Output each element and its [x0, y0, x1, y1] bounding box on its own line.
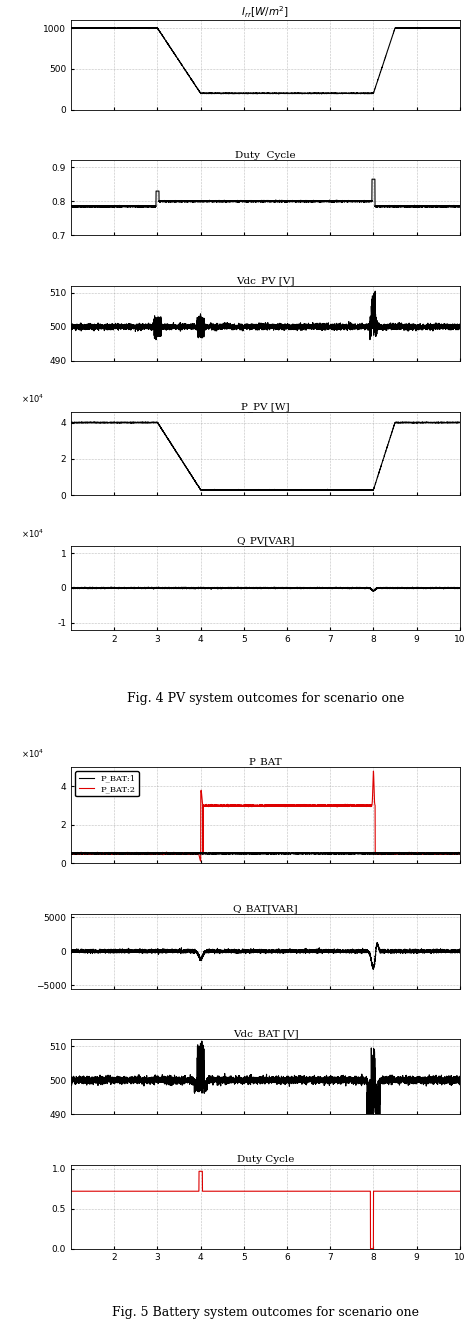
Title: Duty  Cycle: Duty Cycle	[235, 151, 296, 160]
P_BAT:1	[298, 845, 304, 861]
Title: Vdc_PV [V]: Vdc_PV [V]	[236, 276, 295, 287]
P_BAT:2	[198, 853, 203, 869]
Title: Vdc_BAT [V]: Vdc_BAT [V]	[233, 1029, 298, 1040]
P_BAT:2	[377, 845, 383, 861]
Title: Q_PV[VAR]: Q_PV[VAR]	[236, 536, 295, 547]
P_BAT:2	[315, 797, 321, 813]
Text: Fig. 5 Battery system outcomes for scenario one: Fig. 5 Battery system outcomes for scena…	[112, 1306, 419, 1320]
P_BAT:2	[371, 764, 376, 780]
P_BAT:2	[68, 846, 74, 862]
Line: P_BAT:2: P_BAT:2	[71, 772, 460, 861]
P_BAT:2	[356, 798, 362, 814]
P_BAT:2	[457, 845, 463, 861]
P_BAT:1	[88, 845, 93, 861]
P_BAT:2	[298, 797, 304, 813]
P_BAT:1	[356, 845, 362, 861]
P_BAT:1	[106, 844, 112, 860]
P_BAT:1	[457, 845, 463, 861]
Title: $I_{rr}[W/m^2]$: $I_{rr}[W/m^2]$	[241, 4, 290, 20]
Title: P_PV [W]: P_PV [W]	[241, 401, 290, 412]
Legend: P_BAT:1, P_BAT:2: P_BAT:1, P_BAT:2	[75, 772, 139, 796]
Text: $\times10^4$: $\times10^4$	[20, 528, 44, 540]
P_BAT:2	[209, 797, 215, 813]
P_BAT:1	[315, 845, 321, 861]
Title: P_BAT: P_BAT	[249, 757, 282, 768]
P_BAT:2	[88, 845, 93, 861]
Text: Fig. 4 PV system outcomes for scenario one: Fig. 4 PV system outcomes for scenario o…	[127, 692, 404, 705]
Line: P_BAT:1: P_BAT:1	[71, 852, 460, 854]
Title: Duty Cycle: Duty Cycle	[237, 1156, 294, 1164]
P_BAT:1	[209, 845, 215, 861]
Text: $\times10^4$: $\times10^4$	[20, 393, 44, 405]
Title: Q_BAT[VAR]: Q_BAT[VAR]	[233, 904, 298, 913]
Text: $\times10^4$: $\times10^4$	[20, 748, 44, 760]
P_BAT:1	[68, 846, 74, 862]
P_BAT:1	[377, 845, 383, 861]
P_BAT:1	[325, 846, 331, 862]
